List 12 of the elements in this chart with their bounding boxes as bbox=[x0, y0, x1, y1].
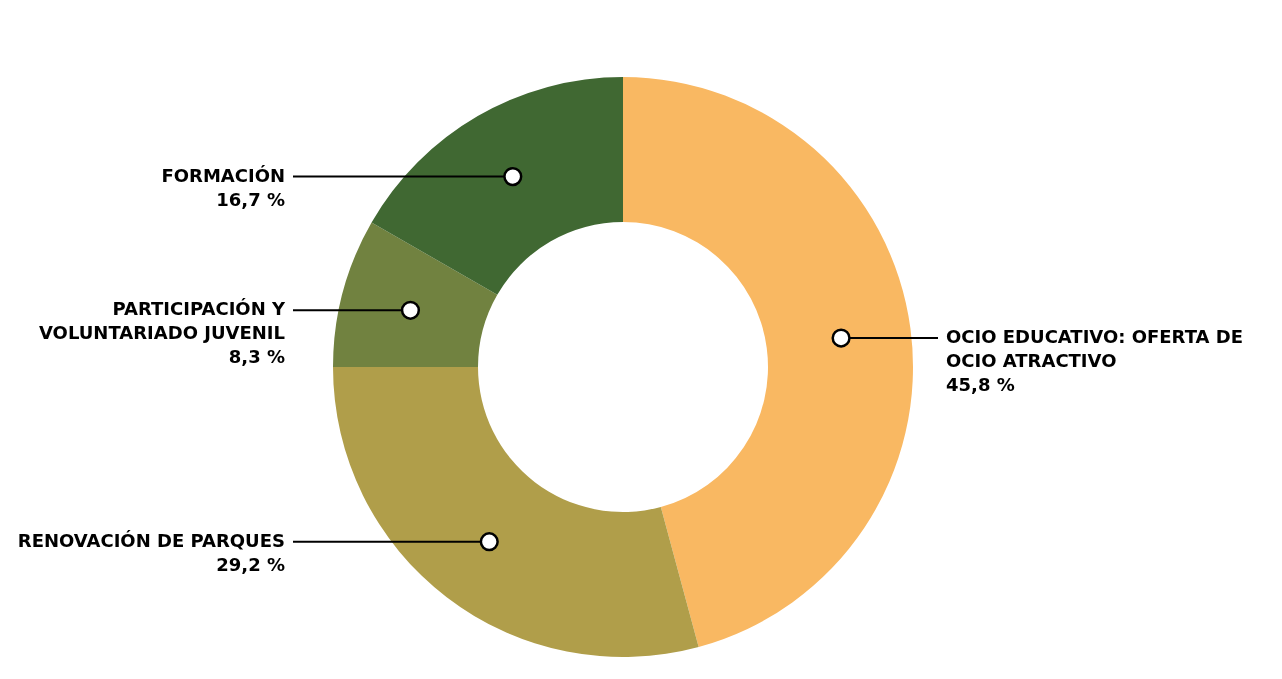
donut-slice bbox=[333, 367, 699, 657]
slice-label: PARTICIPACIÓN Y VOLUNTARIADO JUVENIL bbox=[38, 298, 286, 344]
donut-slice bbox=[371, 77, 623, 295]
donut-slice bbox=[333, 222, 498, 367]
donut-slice bbox=[623, 77, 913, 647]
data-label: 29,2 % bbox=[216, 553, 285, 575]
slice-label: RENOVACIÓN DE PARQUES bbox=[17, 529, 285, 551]
slice-label: FORMACIÓN bbox=[161, 164, 285, 186]
data-label: 8,3 % bbox=[228, 346, 285, 368]
slice-label: OCIO EDUCATIVO: OFERTA DE OCIO ATRACTIVO bbox=[946, 326, 1243, 372]
data-label: 45,8 % bbox=[946, 374, 1015, 396]
data-label: 16,7 % bbox=[216, 188, 285, 210]
